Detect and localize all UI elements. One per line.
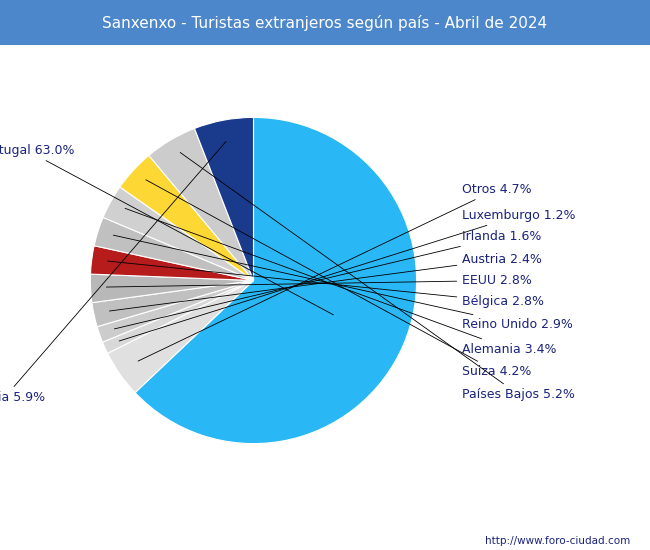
Text: Países Bajos 5.2%: Países Bajos 5.2% [180,152,575,401]
Wedge shape [135,117,417,444]
Wedge shape [97,280,254,342]
Wedge shape [90,246,254,280]
Text: EEUU 2.8%: EEUU 2.8% [107,274,532,287]
Text: Austria 2.4%: Austria 2.4% [109,253,542,311]
Wedge shape [90,274,254,302]
Text: Reino Unido 2.9%: Reino Unido 2.9% [113,235,573,331]
Text: Portugal 63.0%: Portugal 63.0% [0,144,333,315]
Wedge shape [103,280,254,353]
Wedge shape [194,117,254,280]
Wedge shape [94,217,254,280]
Wedge shape [103,187,254,280]
Text: Alemania 3.4%: Alemania 3.4% [125,208,557,355]
Text: Francia 5.9%: Francia 5.9% [0,141,226,404]
Text: http://www.foro-ciudad.com: http://www.foro-ciudad.com [486,536,630,546]
Wedge shape [120,156,254,280]
Text: Suiza 4.2%: Suiza 4.2% [146,180,532,378]
Wedge shape [92,280,254,327]
Text: Sanxenxo - Turistas extranjeros según país - Abril de 2024: Sanxenxo - Turistas extranjeros según pa… [103,14,547,31]
Text: Irlanda 1.6%: Irlanda 1.6% [114,230,541,329]
Text: Otros 4.7%: Otros 4.7% [138,183,532,361]
Text: Bélgica 2.8%: Bélgica 2.8% [107,261,544,308]
Text: Luxemburgo 1.2%: Luxemburgo 1.2% [119,209,576,341]
Wedge shape [107,280,254,393]
Wedge shape [149,129,254,280]
